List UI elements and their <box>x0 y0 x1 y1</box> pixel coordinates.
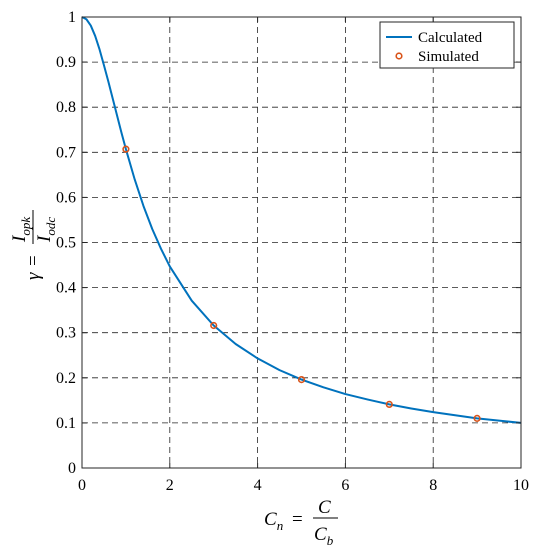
simulated-point <box>122 145 130 153</box>
y-tick-label: 0.8 <box>56 99 76 116</box>
legend-calculated-label: Calculated <box>418 30 483 46</box>
x-tick-label: 2 <box>166 477 174 494</box>
x-tick-label: 4 <box>254 477 262 494</box>
legend-simulated-label: Simulated <box>418 49 479 65</box>
simulated-point <box>385 400 393 409</box>
x-label-equals: = <box>292 509 303 530</box>
x-tick-label: 6 <box>341 477 349 494</box>
grid <box>82 17 521 468</box>
x-axis-label: Cn = C Cb <box>264 497 338 548</box>
simulated-point <box>473 414 481 422</box>
legend-box <box>379 21 515 69</box>
y-tick-label: 0.1 <box>56 415 76 432</box>
y-label-lhs: γ <box>23 272 44 280</box>
x-label-denominator: Cb <box>314 524 334 548</box>
y-tick-label: 0.2 <box>56 370 76 387</box>
legend: Calculated Simulated <box>379 21 515 69</box>
x-tick-label: 0 <box>78 477 86 494</box>
y-tick-label: 0.4 <box>56 280 76 297</box>
legend-simulated-swatch <box>395 52 403 60</box>
y-label-equals: = <box>23 255 44 266</box>
x-tick-label: 8 <box>429 477 437 494</box>
simulated-point <box>297 376 306 384</box>
ticks <box>81 16 522 469</box>
x-tick-label: 10 <box>513 477 529 494</box>
series-line-calculated <box>81 16 522 424</box>
y-tick-label: 0.5 <box>56 235 76 252</box>
y-label-numerator: Iopk <box>9 217 33 243</box>
simulated-point <box>210 321 218 330</box>
y-tick-label: 0.6 <box>56 189 76 206</box>
y-tick-label: 1 <box>68 9 76 26</box>
y-label-denominator: Iodc <box>34 217 58 243</box>
series-layer <box>81 16 522 424</box>
tick-labels: 0 2 4 6 8 10 0 0.1 0.2 0.3 0.4 0.5 0.6 0.7 0.8 0.9 1 <box>56 9 529 494</box>
x-label-numerator: C <box>318 497 331 518</box>
x-label-lhs: Cn <box>264 509 283 533</box>
y-tick-label: 0.7 <box>56 144 76 161</box>
y-tick-label: 0.9 <box>56 54 76 71</box>
y-axis-label: γ = Iopk Iodc <box>9 210 58 280</box>
y-tick-label: 0 <box>68 460 76 477</box>
y-tick-label: 0.3 <box>56 325 76 342</box>
